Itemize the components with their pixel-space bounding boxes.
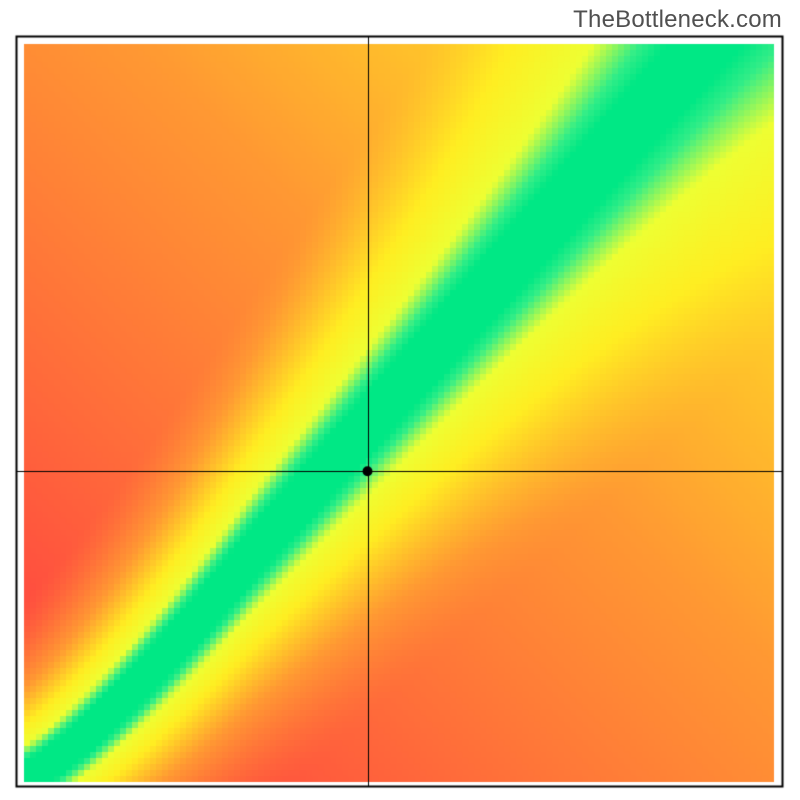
chart-container: TheBottleneck.com bbox=[0, 0, 800, 800]
watermark-text: TheBottleneck.com bbox=[573, 6, 782, 34]
bottleneck-heatmap bbox=[0, 0, 800, 800]
